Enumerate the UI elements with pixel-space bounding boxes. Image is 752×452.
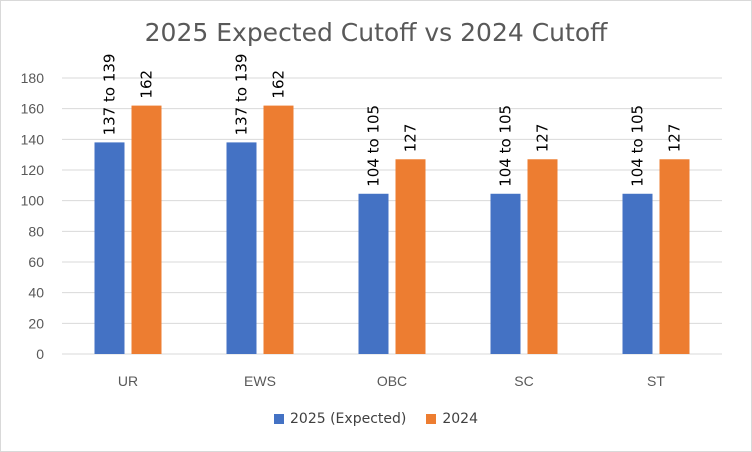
x-tick-label: SC xyxy=(514,373,533,389)
y-tick-label: 160 xyxy=(21,101,45,117)
bars xyxy=(94,105,690,354)
x-tick-label: UR xyxy=(118,373,138,389)
legend-swatch-2024 xyxy=(426,414,437,424)
data-label: 137 to 139 xyxy=(233,54,251,136)
y-tick-label: 180 xyxy=(21,70,45,86)
legend: 2025 (Expected) 2024 xyxy=(0,411,752,427)
bar-st-2025[interactable] xyxy=(622,193,653,354)
bar-obc-2025[interactable] xyxy=(358,193,389,354)
legend-item-2025[interactable]: 2025 (Expected) xyxy=(274,411,406,427)
y-tick-label: 80 xyxy=(28,223,44,239)
bar-ur-2024[interactable] xyxy=(131,105,162,354)
chart-title: 2025 Expected Cutoff vs 2024 Cutoff xyxy=(144,18,608,47)
y-tick-label: 20 xyxy=(28,315,44,331)
bar-sc-2024[interactable] xyxy=(527,159,558,354)
x-tick-label: OBC xyxy=(377,373,407,389)
y-tick-label: 140 xyxy=(21,131,45,147)
bar-ews-2025[interactable] xyxy=(226,142,257,354)
data-label: 162 xyxy=(270,70,288,99)
y-tick-label: 60 xyxy=(28,254,44,270)
data-label: 162 xyxy=(138,70,156,99)
data-label: 104 to 105 xyxy=(629,105,647,187)
bar-sc-2025[interactable] xyxy=(490,193,521,354)
data-label: 104 to 105 xyxy=(365,105,383,187)
y-axis: 0 20 40 60 80 100 120 140 160 180 xyxy=(21,70,45,362)
y-tick-label: 40 xyxy=(28,285,44,301)
y-tick-label: 120 xyxy=(21,162,45,178)
legend-label-2024: 2024 xyxy=(442,411,478,427)
bar-ews-2024[interactable] xyxy=(263,105,294,354)
legend-swatch-2025 xyxy=(274,414,285,424)
bar-st-2024[interactable] xyxy=(659,159,690,354)
x-axis: UR EWS OBC SC ST xyxy=(118,373,666,389)
gridlines xyxy=(62,77,722,355)
data-label: 127 xyxy=(402,124,420,153)
data-label: 127 xyxy=(666,124,684,153)
data-labels: 137 to 139 162 137 to 139 162 104 to 105 127 1… xyxy=(101,54,684,187)
x-tick-label: ST xyxy=(647,373,665,389)
legend-item-2024[interactable]: 2024 xyxy=(426,411,478,427)
data-label: 104 to 105 xyxy=(497,105,515,187)
legend-label-2025: 2025 (Expected) xyxy=(290,411,407,427)
data-label: 127 xyxy=(534,124,552,153)
bar-ur-2025[interactable] xyxy=(94,142,125,354)
y-tick-label: 100 xyxy=(21,193,45,209)
y-tick-label: 0 xyxy=(36,346,44,362)
data-label: 137 to 139 xyxy=(101,54,119,136)
bar-obc-2024[interactable] xyxy=(395,159,426,354)
x-tick-label: EWS xyxy=(244,373,276,389)
